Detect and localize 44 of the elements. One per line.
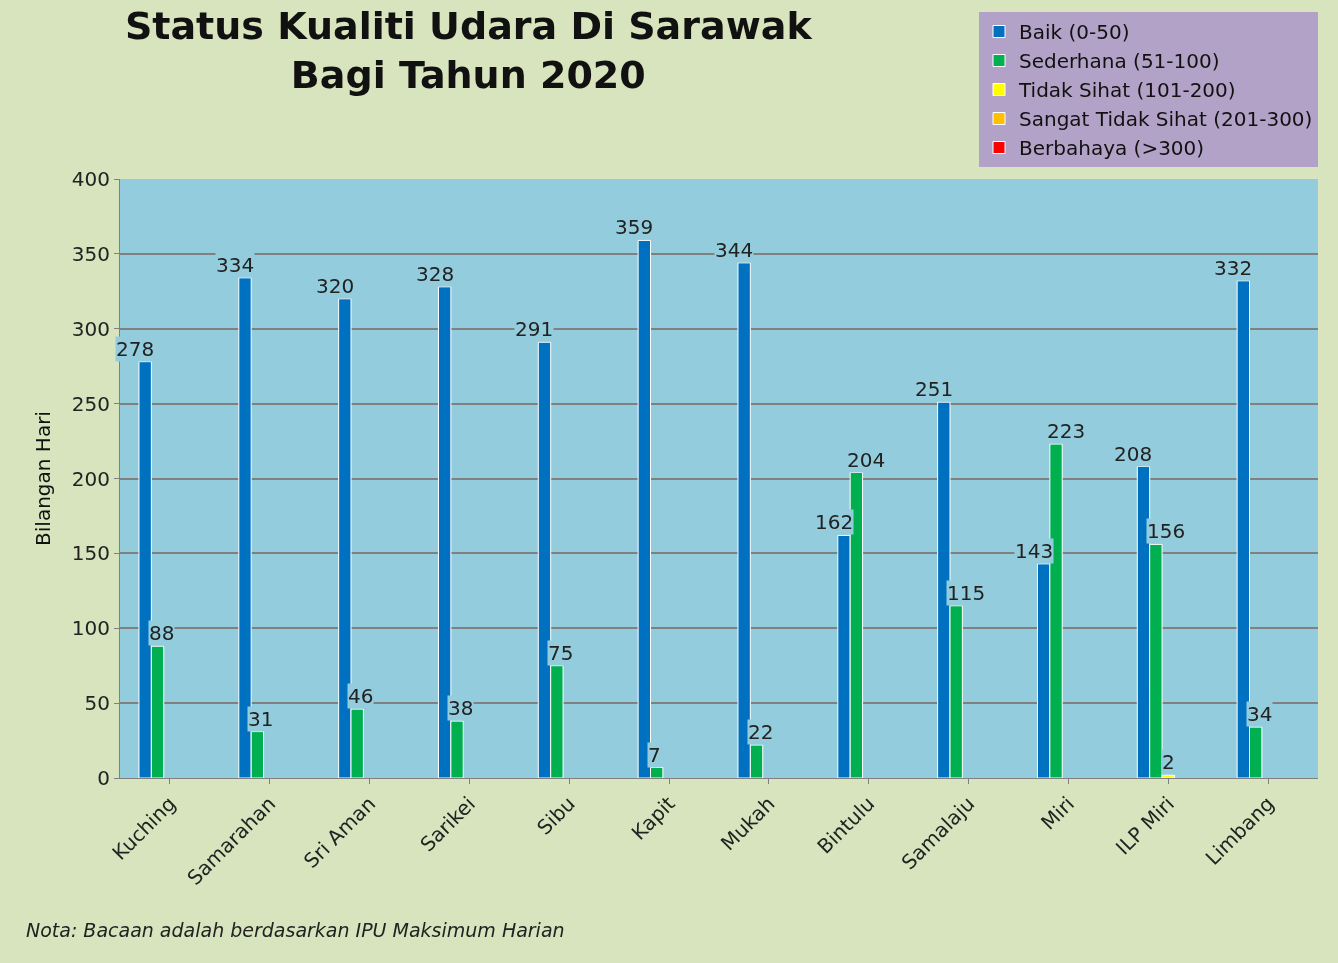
data-label: 7 <box>648 743 661 767</box>
data-label: 31 <box>248 707 274 731</box>
y-tick-label: 350 <box>71 241 110 266</box>
data-label: 75 <box>548 641 574 665</box>
data-label: 359 <box>615 215 654 239</box>
y-tick-label: 300 <box>71 316 110 341</box>
y-tick-label: 400 <box>71 167 110 191</box>
data-label: 328 <box>416 262 455 286</box>
y-tick-label: 0 <box>97 766 110 790</box>
data-label: 291 <box>515 317 554 341</box>
data-label: 334 <box>216 253 255 277</box>
y-axis-title: Bilangan Hari <box>31 411 56 546</box>
data-label: 278 <box>116 337 155 361</box>
data-label: 332 <box>1214 256 1253 280</box>
data-label: 38 <box>448 696 474 720</box>
data-label: 88 <box>149 621 175 645</box>
data-label: 156 <box>1147 519 1186 543</box>
data-label: 162 <box>815 510 854 534</box>
data-label: 22 <box>748 720 774 744</box>
data-label: 208 <box>1114 442 1153 466</box>
text: Nota: Bacaan adalah berdasarkan IPU Maksimum Harian <box>26 919 565 941</box>
data-label: 34 <box>1247 702 1273 726</box>
y-tick-label: 100 <box>71 616 110 641</box>
legend-label: Sangat Tidak Sihat (201-300) <box>1019 107 1313 132</box>
data-label: 204 <box>847 448 886 472</box>
data-label: 2 <box>1162 750 1175 774</box>
y-tick-label: 250 <box>71 391 110 416</box>
y-tick-label: 200 <box>71 466 110 491</box>
legend-label: Baik (0-50) <box>1019 20 1130 45</box>
legend-label: Sederhana (51-100) <box>1019 49 1220 74</box>
legend-label: Berbahaya (>300) <box>1019 136 1205 161</box>
x-tick-label: Miri <box>1036 791 1080 835</box>
data-label: 320 <box>316 274 355 298</box>
data-label: 143 <box>1015 539 1054 563</box>
y-tick-label: 150 <box>71 541 110 566</box>
data-label: 223 <box>1047 419 1086 443</box>
chart-title: Status Kualiti Udara Di Sarawak Bagi Tahun 2020 <box>124 3 813 97</box>
data-label: 115 <box>947 581 986 605</box>
data-label: 46 <box>348 684 374 708</box>
data-label: 344 <box>715 238 754 262</box>
x-tick-label: ILP Miri <box>1110 791 1179 860</box>
data-label: 251 <box>915 377 954 401</box>
y-tick-label: 50 <box>84 691 110 716</box>
legend-label: Tidak Sihat (101-200) <box>1018 78 1236 103</box>
